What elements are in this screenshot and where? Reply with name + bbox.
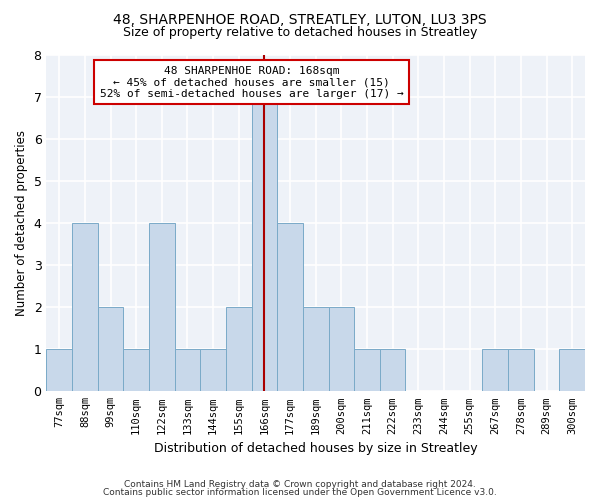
Text: 48 SHARPENHOE ROAD: 168sqm
← 45% of detached houses are smaller (15)
52% of semi: 48 SHARPENHOE ROAD: 168sqm ← 45% of deta… <box>100 66 403 98</box>
Bar <box>124 350 149 392</box>
Text: Size of property relative to detached houses in Streatley: Size of property relative to detached ho… <box>123 26 477 39</box>
Bar <box>354 350 380 392</box>
Y-axis label: Number of detached properties: Number of detached properties <box>15 130 28 316</box>
Bar <box>482 350 508 392</box>
Bar <box>277 223 303 392</box>
Text: 48, SHARPENHOE ROAD, STREATLEY, LUTON, LU3 3PS: 48, SHARPENHOE ROAD, STREATLEY, LUTON, L… <box>113 12 487 26</box>
Bar <box>251 97 277 392</box>
Bar <box>200 350 226 392</box>
Text: Contains HM Land Registry data © Crown copyright and database right 2024.: Contains HM Land Registry data © Crown c… <box>124 480 476 489</box>
Bar <box>508 350 534 392</box>
Bar <box>98 307 124 392</box>
X-axis label: Distribution of detached houses by size in Streatley: Distribution of detached houses by size … <box>154 442 478 455</box>
Bar <box>72 223 98 392</box>
Bar <box>559 350 585 392</box>
Text: Contains public sector information licensed under the Open Government Licence v3: Contains public sector information licen… <box>103 488 497 497</box>
Bar <box>175 350 200 392</box>
Bar <box>329 307 354 392</box>
Bar <box>149 223 175 392</box>
Bar <box>226 307 251 392</box>
Bar <box>46 350 72 392</box>
Bar <box>380 350 406 392</box>
Bar <box>303 307 329 392</box>
